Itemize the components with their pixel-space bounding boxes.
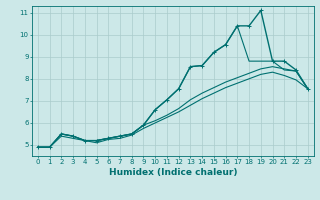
X-axis label: Humidex (Indice chaleur): Humidex (Indice chaleur) bbox=[108, 168, 237, 177]
